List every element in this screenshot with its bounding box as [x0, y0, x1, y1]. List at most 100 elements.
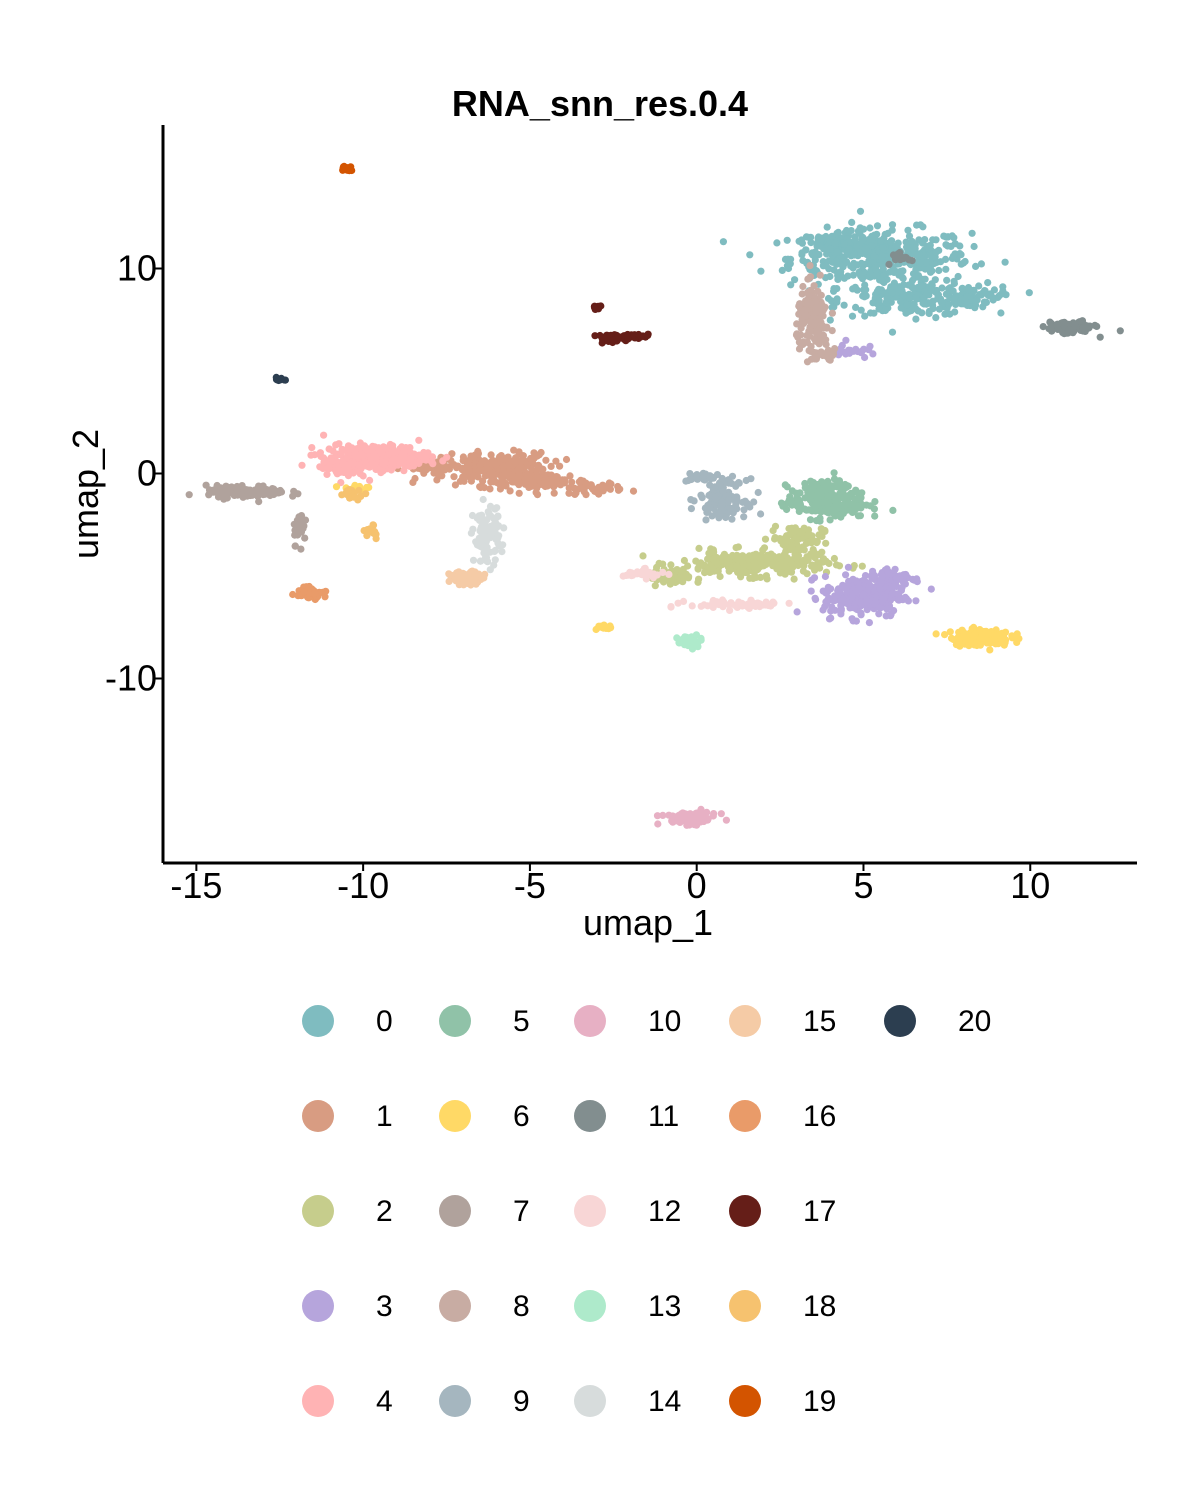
y-tick-label: -10 [105, 658, 157, 699]
point-cluster-3 [859, 590, 868, 598]
point-cluster-5 [806, 516, 815, 524]
point-cluster-0 [832, 257, 840, 265]
point-cluster-0 [912, 266, 920, 274]
point-cluster-2 [773, 554, 781, 563]
point-cluster-0 [899, 267, 907, 275]
cluster-13-points [673, 631, 705, 653]
point-cluster-11 [1060, 318, 1068, 326]
point-cluster-0 [956, 242, 964, 250]
legend-label: 13 [648, 1290, 681, 1323]
point-cluster-0 [947, 242, 955, 250]
point-cluster-0 [873, 222, 882, 230]
point-cluster-0 [886, 238, 895, 246]
point-cluster-5 [851, 505, 860, 513]
point-cluster-0 [948, 232, 956, 240]
legend-item-0: 0 [302, 1005, 393, 1038]
point-cluster-10 [654, 820, 662, 828]
point-cluster-14 [479, 516, 487, 525]
point-cluster-18 [342, 489, 350, 497]
legend-swatch [302, 1005, 334, 1037]
legend-label: 19 [803, 1385, 836, 1418]
point-cluster-5 [796, 489, 804, 497]
point-cluster-1 [476, 483, 484, 491]
point-cluster-0 [823, 223, 831, 231]
point-cluster-1 [565, 489, 573, 497]
point-cluster-1 [456, 477, 464, 485]
point-cluster-0 [943, 276, 951, 284]
point-cluster-8 [797, 324, 805, 332]
point-cluster-5 [824, 477, 832, 485]
point-cluster-2 [761, 535, 770, 543]
point-cluster-3 [811, 594, 819, 602]
point-cluster-1 [467, 477, 475, 485]
point-cluster-0 [851, 283, 859, 291]
cluster-6-points [332, 481, 1023, 654]
point-cluster-1 [470, 453, 478, 461]
point-cluster-17 [591, 305, 599, 313]
point-cluster-4 [372, 465, 380, 474]
point-cluster-7 [297, 545, 305, 553]
point-cluster-12 [679, 597, 688, 606]
point-cluster-0 [903, 301, 911, 309]
point-cluster-1 [529, 460, 538, 468]
legend-item-9: 9 [439, 1385, 530, 1418]
legend-swatch [574, 1290, 606, 1322]
point-cluster-0 [954, 272, 962, 281]
point-cluster-0 [923, 242, 931, 251]
point-cluster-3 [887, 610, 895, 618]
point-cluster-0 [857, 306, 865, 314]
point-cluster-0 [828, 303, 836, 311]
legend-item-18: 18 [729, 1290, 836, 1323]
point-cluster-3 [835, 589, 843, 597]
point-cluster-3 [875, 610, 883, 618]
point-cluster-12 [688, 602, 696, 610]
point-cluster-8 [828, 327, 836, 335]
point-cluster-0 [945, 301, 953, 309]
point-cluster-3 [912, 597, 920, 605]
point-cluster-11 [1096, 333, 1104, 341]
point-cluster-0 [935, 266, 943, 275]
legend-swatch [439, 1195, 471, 1227]
point-cluster-0 [851, 236, 859, 244]
point-cluster-0 [778, 266, 786, 274]
point-cluster-0 [922, 259, 930, 267]
x-tick-label: 5 [853, 865, 873, 906]
point-cluster-14 [498, 548, 506, 556]
point-cluster-4 [341, 446, 349, 454]
cluster-9-points [682, 469, 765, 524]
point-cluster-3 [849, 617, 857, 625]
point-cluster-5 [835, 477, 844, 485]
point-cluster-1 [547, 462, 555, 470]
point-cluster-1 [458, 466, 466, 474]
point-cluster-7 [216, 485, 224, 493]
point-cluster-3 [810, 574, 819, 582]
point-cluster-8 [816, 271, 824, 279]
point-cluster-4 [349, 469, 357, 477]
point-cluster-2 [701, 569, 709, 577]
point-cluster-2 [807, 550, 815, 558]
point-cluster-5 [816, 507, 824, 515]
point-cluster-0 [929, 297, 937, 305]
point-cluster-3 [844, 563, 853, 571]
point-cluster-6 [1001, 639, 1009, 647]
point-cluster-9 [718, 501, 726, 509]
legend-item-6: 6 [439, 1100, 530, 1133]
point-cluster-3 [891, 565, 899, 573]
point-cluster-1 [496, 453, 504, 461]
point-cluster-0 [845, 245, 853, 253]
point-cluster-5 [820, 482, 828, 490]
point-cluster-0 [859, 234, 867, 242]
point-cluster-2 [666, 577, 674, 586]
point-cluster-12 [785, 599, 793, 607]
point-cluster-6 [992, 640, 1000, 648]
point-cluster-9 [732, 480, 741, 489]
point-cluster-3 [828, 603, 836, 611]
point-cluster-0 [903, 244, 911, 252]
point-cluster-1 [556, 462, 564, 470]
point-cluster-12 [697, 602, 705, 610]
point-cluster-0 [798, 239, 807, 247]
point-cluster-14 [500, 524, 508, 532]
point-cluster-1 [533, 452, 542, 460]
point-cluster-3 [858, 347, 866, 355]
point-cluster-18 [351, 493, 359, 501]
